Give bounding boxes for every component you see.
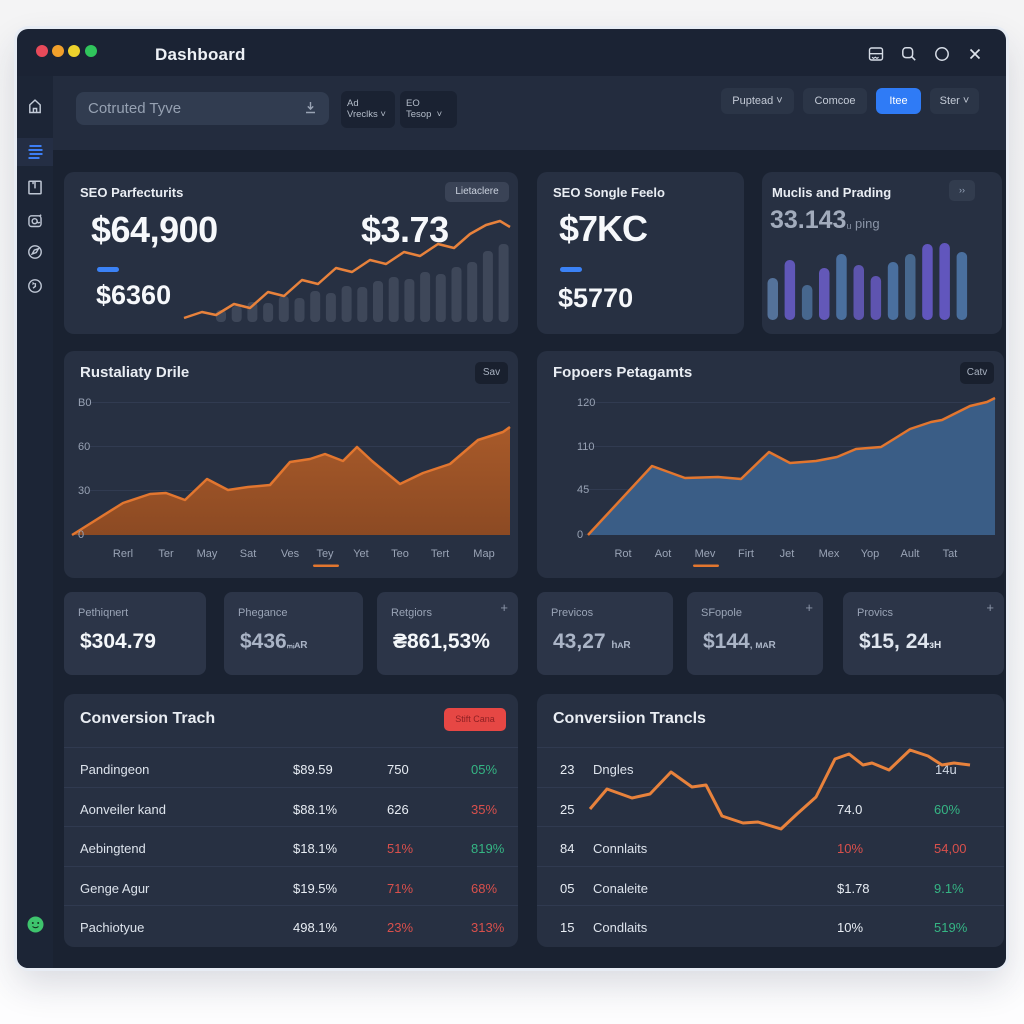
svg-text:Teo: Teo xyxy=(391,548,409,560)
svg-text:Sat: Sat xyxy=(240,548,257,560)
svg-text:Mev: Mev xyxy=(695,548,716,560)
svg-text:Mex: Mex xyxy=(819,548,840,560)
svg-text:May: May xyxy=(197,548,218,560)
svg-text:Rerl: Rerl xyxy=(113,548,133,560)
svg-text:120: 120 xyxy=(577,397,595,409)
svg-text:30: 30 xyxy=(78,485,90,497)
svg-text:Tat: Tat xyxy=(943,548,958,560)
svg-text:60: 60 xyxy=(78,441,90,453)
svg-text:Tert: Tert xyxy=(431,548,449,560)
svg-text:Ter: Ter xyxy=(158,548,174,560)
svg-text:Rot: Rot xyxy=(614,548,631,560)
svg-text:Tey: Tey xyxy=(316,548,334,560)
svg-text:Map: Map xyxy=(473,548,494,560)
svg-text:0: 0 xyxy=(577,529,583,541)
svg-text:Ault: Ault xyxy=(901,548,920,560)
svg-text:Firt: Firt xyxy=(738,548,754,560)
svg-text:Ves: Ves xyxy=(281,548,300,560)
svg-text:0: 0 xyxy=(78,529,84,541)
svg-text:110: 110 xyxy=(577,441,595,453)
svg-text:45: 45 xyxy=(577,484,589,496)
svg-text:Jet: Jet xyxy=(780,548,795,560)
svg-text:Yet: Yet xyxy=(353,548,369,560)
svg-text:Aot: Aot xyxy=(655,548,672,560)
svg-text:B0: B0 xyxy=(78,397,91,409)
svg-text:Yop: Yop xyxy=(861,548,880,560)
